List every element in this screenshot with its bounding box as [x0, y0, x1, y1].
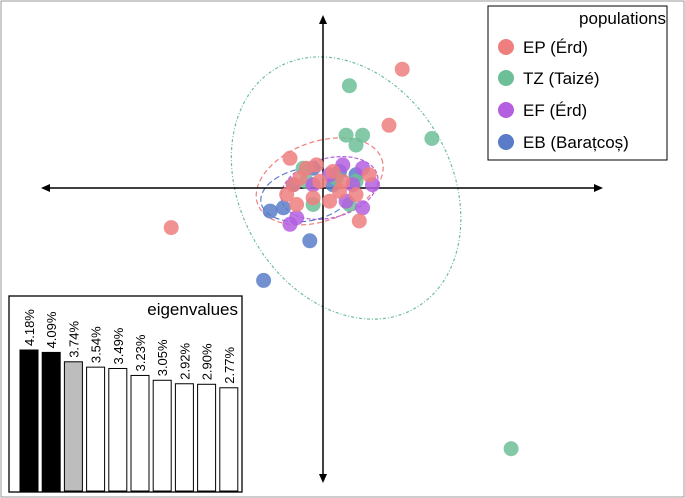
y-axis-arrow-bottom [319, 474, 327, 483]
point-eb-0 [262, 203, 278, 219]
point-ep-2 [282, 150, 298, 166]
point-eb-4 [275, 200, 291, 216]
point-ep-8 [325, 164, 341, 179]
x-axis-arrow-left [41, 184, 50, 192]
eigenvalue-bar-3 [63, 361, 83, 492]
point-tz-0 [341, 78, 357, 94]
eigenvalue-label-4: 3.54% [89, 326, 104, 363]
point-tz-3 [338, 127, 354, 143]
point-ef-4 [289, 210, 305, 226]
eigenvalue-label-10: 2.77% [222, 346, 237, 383]
legend-marker-ef [498, 102, 514, 118]
point-eb-1 [302, 233, 318, 249]
eigenvalue-label-2: 4.09% [44, 311, 59, 348]
legend-title: populations [579, 9, 666, 28]
y-axis-arrow-top [319, 15, 327, 24]
point-ep-5 [351, 213, 367, 229]
point-ep-12 [305, 190, 321, 206]
eigenvalue-bar-10 [219, 387, 239, 492]
eigenvalue-label-5: 3.49% [111, 327, 126, 364]
point-tz-4 [348, 137, 364, 153]
eigenvalue-bar-7 [152, 379, 172, 492]
point-ep-1 [381, 117, 397, 133]
eigenvalue-bar-2 [41, 351, 61, 492]
point-ep-16 [279, 187, 295, 203]
eigenvalue-label-7: 3.05% [155, 339, 170, 376]
legend-marker-eb [498, 134, 514, 150]
ellipse-ep [255, 137, 384, 226]
eigenvalue-label-9: 2.90% [200, 343, 215, 380]
point-ep-0 [394, 61, 410, 77]
legend-entry-tz: TZ (Taizé) [523, 69, 600, 88]
point-ep-4 [348, 187, 364, 203]
point-ep-18 [361, 167, 377, 183]
point-tz-5 [503, 441, 519, 457]
eigenvalue-label-1: 4.18% [22, 309, 37, 346]
eigenvalue-label-3: 3.74% [66, 320, 81, 357]
eigenvalues-title: eigenvalues [147, 300, 238, 319]
x-axis-arrow-right [594, 184, 603, 192]
point-ep-14 [335, 173, 351, 189]
eigenvalue-bar-9 [197, 383, 217, 492]
point-tz-2 [424, 131, 440, 146]
eigenvalues-inset: eigenvalues 4.18% 4.09% 3.74% 3.54% 3.49% 3.2… [8, 295, 243, 493]
legend-marker-ep [498, 39, 514, 55]
legend-entry-ef: EF (Érd) [523, 101, 587, 120]
legend-entry-ep: EP (Érd) [523, 38, 588, 57]
point-ep-3 [163, 220, 179, 236]
eigenvalue-label-8: 2.92% [177, 342, 192, 379]
points-layer [163, 61, 519, 457]
point-ef-2 [355, 200, 371, 216]
eigenvalue-bar-4 [86, 366, 106, 492]
eigenvalue-bar-6 [130, 374, 150, 492]
legend: populations EP (Érd) TZ (Taizé) EF (Érd)… [487, 5, 668, 161]
point-ep-17 [322, 193, 338, 209]
eigenvalue-bar-8 [174, 383, 194, 492]
point-ep-15 [308, 157, 324, 173]
point-ep-7 [312, 173, 328, 189]
eigenvalue-bars: 4.18% 4.09% 3.74% 3.54% 3.49% 3.23% 3.05% 2.92%… [19, 309, 239, 492]
eigenvalue-label-6: 3.23% [133, 334, 148, 371]
legend-marker-tz [498, 70, 514, 86]
point-ep-13 [289, 197, 305, 212]
point-ep-10 [292, 170, 308, 186]
eigenvalue-bar-1 [19, 349, 39, 492]
point-eb-2 [256, 272, 272, 288]
eigenvalue-bar-5 [108, 367, 128, 492]
legend-box [487, 5, 668, 161]
legend-entry-eb: EB (Barațcoș) [523, 133, 629, 152]
